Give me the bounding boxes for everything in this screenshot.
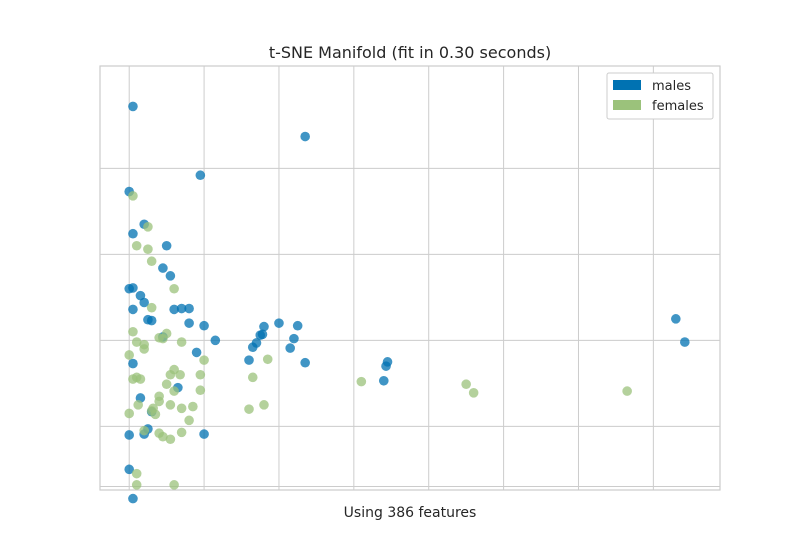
- point-females: [169, 386, 179, 396]
- point-males: [169, 304, 179, 315]
- point-males: [274, 318, 284, 328]
- point-females: [259, 400, 269, 410]
- point-males: [128, 493, 138, 504]
- point-males: [128, 101, 138, 112]
- point-males: [244, 355, 254, 365]
- point-females: [262, 354, 273, 365]
- point-males: [199, 429, 209, 439]
- point-females: [176, 403, 187, 414]
- point-females: [139, 425, 149, 436]
- point-females: [468, 388, 479, 398]
- point-females: [143, 222, 153, 232]
- point-females: [161, 379, 172, 390]
- legend: males females: [606, 72, 714, 120]
- point-females: [131, 480, 142, 490]
- point-females: [195, 369, 206, 380]
- point-females: [158, 431, 168, 442]
- point-males: [247, 342, 258, 353]
- point-males: [300, 131, 310, 142]
- point-males: [176, 303, 187, 314]
- legend-swatch-females: [613, 100, 641, 110]
- point-males: [184, 318, 194, 328]
- point-males: [381, 361, 391, 371]
- point-females: [195, 385, 206, 396]
- point-males: [292, 320, 303, 331]
- point-females: [158, 333, 168, 344]
- point-females: [165, 434, 176, 445]
- data-points: [124, 101, 690, 504]
- point-females: [135, 374, 146, 384]
- point-females: [461, 379, 471, 390]
- legend-label-males: males: [652, 79, 691, 94]
- point-males: [671, 314, 681, 324]
- point-females: [124, 350, 135, 360]
- point-females: [165, 400, 176, 410]
- point-females: [146, 256, 157, 267]
- point-males: [158, 263, 168, 273]
- point-males: [300, 357, 310, 368]
- point-males: [124, 283, 135, 294]
- point-females: [176, 337, 187, 347]
- point-females: [356, 376, 367, 387]
- point-males: [124, 430, 135, 440]
- point-males: [195, 170, 206, 181]
- point-females: [169, 283, 179, 294]
- legend-swatch-males: [613, 80, 641, 90]
- grid-lines: [100, 66, 720, 490]
- point-females: [128, 326, 138, 337]
- chart-title: t-SNE Manifold (fit in 0.30 seconds): [269, 43, 551, 62]
- point-females: [199, 355, 209, 365]
- point-females: [150, 409, 161, 420]
- point-females: [131, 337, 142, 347]
- point-females: [184, 415, 194, 426]
- point-females: [131, 240, 142, 251]
- point-males: [255, 330, 266, 340]
- point-females: [175, 369, 185, 380]
- point-males: [285, 343, 295, 353]
- point-males: [146, 315, 157, 326]
- point-females: [128, 191, 138, 201]
- point-females: [139, 344, 149, 354]
- point-females: [169, 480, 179, 490]
- point-females: [247, 372, 258, 383]
- point-females: [143, 244, 153, 254]
- point-females: [154, 396, 164, 407]
- point-males: [680, 337, 690, 347]
- point-males: [139, 297, 149, 308]
- point-males: [128, 358, 138, 369]
- point-females: [188, 401, 198, 412]
- point-females: [133, 400, 143, 410]
- point-males: [289, 333, 299, 344]
- point-females: [124, 408, 135, 419]
- point-males: [128, 228, 138, 239]
- point-males: [124, 464, 135, 475]
- point-males: [259, 321, 269, 332]
- x-axis-label: Using 386 features: [344, 505, 477, 521]
- point-males: [191, 347, 202, 358]
- point-females: [131, 468, 142, 479]
- point-males: [161, 240, 172, 251]
- point-males: [165, 271, 176, 281]
- legend-label-females: females: [652, 99, 704, 114]
- point-males: [210, 335, 221, 346]
- point-females: [176, 427, 187, 438]
- plot-area: [99, 65, 721, 491]
- point-females: [165, 369, 176, 380]
- point-males: [199, 320, 209, 331]
- point-females: [244, 404, 254, 414]
- point-males: [184, 303, 194, 314]
- point-females: [146, 302, 157, 313]
- point-females: [622, 386, 632, 396]
- point-males: [128, 304, 138, 315]
- point-males: [378, 375, 389, 386]
